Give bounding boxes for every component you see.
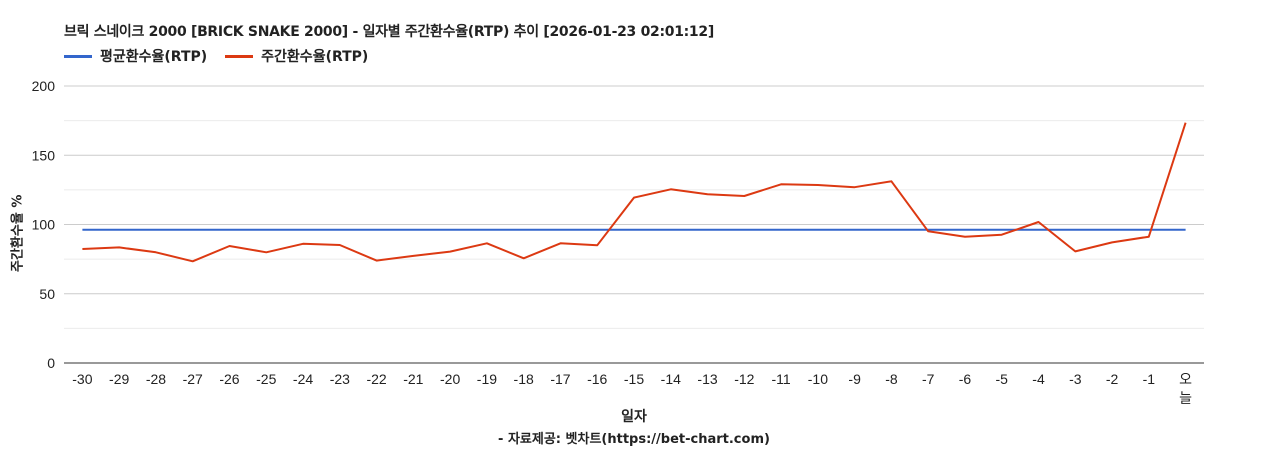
x-tick-label: -18 <box>514 371 534 387</box>
y-axis-title-text: 주간환수율 % <box>10 194 26 272</box>
x-tick-label: -2 <box>1106 371 1119 387</box>
x-tick-label: -27 <box>183 371 203 387</box>
x-tick-label: -6 <box>959 371 972 387</box>
x-tick-label: -10 <box>808 371 828 387</box>
x-tick-label: -9 <box>848 371 861 387</box>
y-tick-label: 0 <box>47 355 55 371</box>
x-tick-label: -7 <box>922 371 935 387</box>
legend-swatch-red-icon <box>225 54 254 58</box>
x-axis-title: 일자 <box>621 409 647 425</box>
x-tick-label: -19 <box>477 371 497 387</box>
x-tick-label: -20 <box>440 371 460 387</box>
legend: 평균환수율(RTP) 주간환수율(RTP) <box>64 46 368 66</box>
x-tick-label: -25 <box>256 371 276 387</box>
y-tick-label: 200 <box>32 78 56 94</box>
y-tick-label: 150 <box>32 147 56 163</box>
legend-item-average-rtp[interactable]: 평균환수율(RTP) <box>64 46 207 66</box>
x-tick-label: -11 <box>771 371 790 387</box>
x-tick-label: -23 <box>330 371 350 387</box>
legend-swatch-blue-icon <box>64 54 92 58</box>
legend-label: 주간환수율(RTP) <box>261 49 369 65</box>
x-tick-label: -16 <box>587 371 607 387</box>
y-axis-title: 주간환수율 % <box>7 195 26 272</box>
x-tick-label: -21 <box>403 371 423 387</box>
x-tick-label: -29 <box>109 371 129 387</box>
x-tick-label: -4 <box>1032 371 1045 387</box>
weekly-rtp-line[interactable] <box>82 122 1187 263</box>
y-tick-label: 50 <box>39 286 55 302</box>
x-tick-label: -3 <box>1069 371 1082 387</box>
legend-label: 평균환수율(RTP) <box>100 49 208 65</box>
x-tick-label: -15 <box>624 371 644 387</box>
x-tick-label: 늘 <box>1179 390 1192 406</box>
x-tick-label: -28 <box>146 371 166 387</box>
x-tick-label: -30 <box>72 371 92 387</box>
x-tick-label: -14 <box>661 371 681 387</box>
x-tick-label: -22 <box>366 371 386 387</box>
y-tick-label: 100 <box>32 217 56 233</box>
x-tick-label: -1 <box>1143 371 1156 387</box>
x-tick-label: -24 <box>293 371 313 387</box>
x-tick-label: -26 <box>219 371 239 387</box>
x-tick-label: -17 <box>550 371 570 387</box>
data-source-credit: - 자료제공: 벳차트(https://bet-chart.com) <box>498 432 770 447</box>
chart-title: 브릭 스네이크 2000 [BRICK SNAKE 2000] - 일자별 주간… <box>64 24 714 40</box>
x-tick-label: -8 <box>885 371 898 387</box>
x-tick-label: 오 <box>1179 371 1192 387</box>
legend-item-weekly-rtp[interactable]: 주간환수율(RTP) <box>225 46 368 66</box>
x-tick-label: -12 <box>734 371 754 387</box>
x-tick-label: -5 <box>996 371 1009 387</box>
x-tick-label: -13 <box>697 371 717 387</box>
